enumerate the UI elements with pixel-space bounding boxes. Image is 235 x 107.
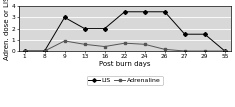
LIS xyxy=(63,17,66,18)
LIS xyxy=(43,50,46,52)
Adrenaline xyxy=(143,44,146,45)
Legend: LIS, Adrenaline: LIS, Adrenaline xyxy=(87,76,163,85)
Line: Adrenaline: Adrenaline xyxy=(23,40,226,52)
Adrenaline xyxy=(183,50,186,52)
Adrenaline xyxy=(63,40,66,42)
Adrenaline xyxy=(43,50,46,52)
Adrenaline xyxy=(83,44,86,45)
Adrenaline xyxy=(163,49,166,50)
Adrenaline xyxy=(23,50,26,52)
LIS xyxy=(103,28,106,29)
LIS xyxy=(183,34,186,35)
Adrenaline xyxy=(123,43,126,44)
Adrenaline xyxy=(103,46,106,47)
LIS xyxy=(203,34,206,35)
LIS xyxy=(123,11,126,12)
LIS xyxy=(143,11,146,12)
LIS xyxy=(83,28,86,29)
LIS xyxy=(23,50,26,52)
LIS xyxy=(163,11,166,12)
LIS xyxy=(223,50,226,52)
Adrenaline xyxy=(203,50,206,52)
X-axis label: Post burn days: Post burn days xyxy=(99,61,150,67)
Line: LIS: LIS xyxy=(23,10,226,52)
Y-axis label: Adren. dose or LIS: Adren. dose or LIS xyxy=(4,0,10,60)
Adrenaline xyxy=(223,50,226,52)
